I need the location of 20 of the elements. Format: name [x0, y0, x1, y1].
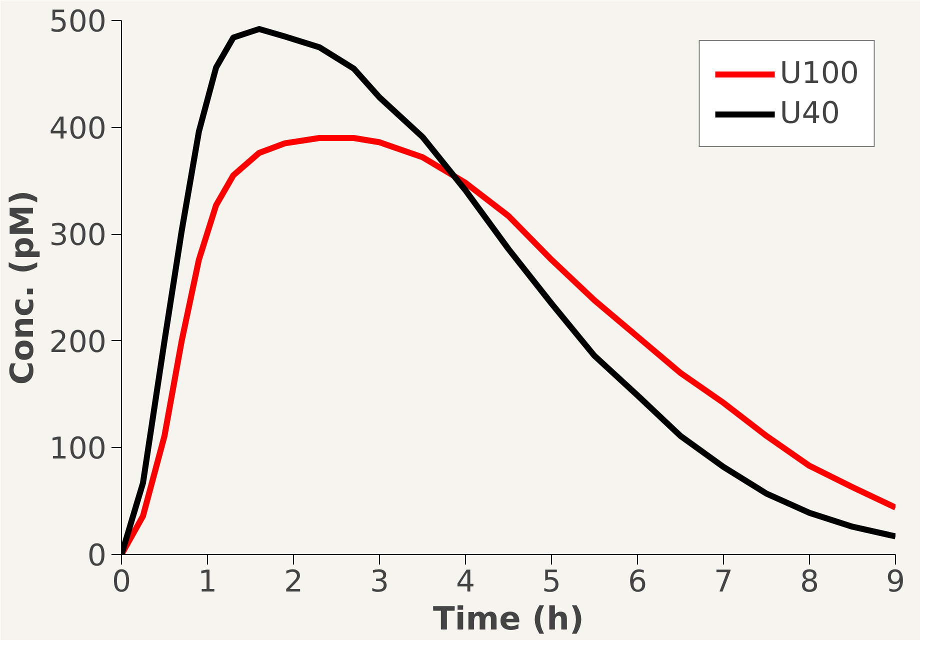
x-tick-label: 1	[198, 564, 218, 600]
x-tick-label: 7	[714, 564, 734, 600]
x-tick-label: 2	[284, 564, 304, 600]
y-tick-label: 400	[49, 111, 107, 146]
x-tick-label: 6	[628, 564, 648, 600]
x-tick-label: 8	[800, 564, 820, 600]
y-tick-label: 0	[87, 538, 107, 574]
x-tick-label: 4	[456, 564, 476, 600]
x-axis-title: Time (h)	[432, 600, 584, 638]
legend-label: U40	[780, 96, 840, 131]
y-tick-label: 200	[49, 324, 107, 360]
y-tick-label: 500	[49, 4, 107, 40]
y-tick-label: 100	[49, 432, 107, 467]
x-tick-label: 9	[886, 564, 906, 600]
legend-label: U100	[780, 56, 859, 91]
y-axis-title: Conc. (pM)	[3, 190, 42, 385]
x-tick-label: 5	[542, 564, 562, 600]
y-tick-label: 300	[49, 218, 107, 254]
x-tick-label: 3	[370, 564, 390, 600]
x-tick-label: 0	[112, 564, 132, 600]
